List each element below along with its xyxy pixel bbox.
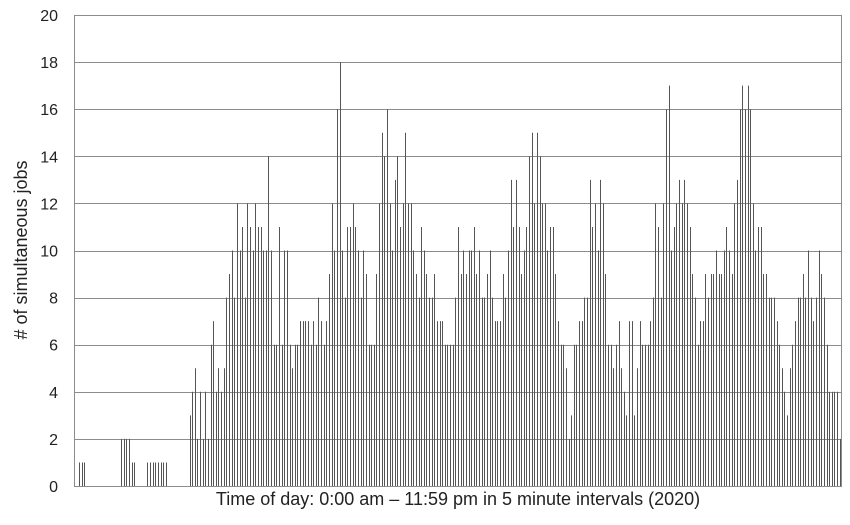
y-tick-label: 16 (40, 102, 58, 119)
x-axis-label: Time of day: 0:00 am – 11:59 pm in 5 min… (216, 489, 700, 509)
y-tick-label: 4 (49, 385, 58, 402)
y-tick-label: 2 (49, 432, 58, 449)
y-tick-label: 8 (49, 291, 58, 308)
y-axis-label: # of simultaneous jobs (11, 160, 31, 339)
y-tick-label: 14 (40, 149, 58, 166)
bars (79, 62, 841, 486)
y-tick-label: 18 (40, 55, 58, 72)
y-tick-label: 10 (40, 244, 58, 261)
y-tick-labels: 0 2 4 6 8 10 12 14 16 18 20 (40, 8, 58, 496)
y-tick-label: 6 (49, 338, 58, 355)
plot-frame (74, 15, 842, 487)
y-tick-label: 12 (40, 196, 58, 213)
y-tick-label: 20 (40, 8, 58, 25)
y-tick-label: 0 (49, 479, 58, 496)
